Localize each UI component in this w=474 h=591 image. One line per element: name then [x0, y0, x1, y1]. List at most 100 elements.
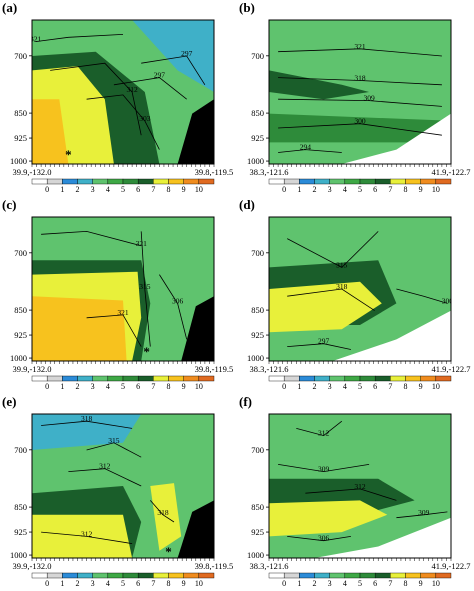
colorbar-cell — [420, 572, 437, 579]
colorbar-tick-label: 0 — [45, 579, 49, 588]
colorbar-cell — [299, 178, 315, 185]
terrain — [181, 296, 214, 361]
contour-label: 312 — [81, 529, 93, 538]
contour — [141, 55, 206, 86]
colorbar-cell — [107, 375, 124, 382]
colorbar-cell — [420, 375, 437, 382]
colorbar-cell — [390, 375, 406, 382]
plot-area: 321 318 309 300 294 — [269, 20, 451, 164]
colorbar-tick-label: 0 — [282, 185, 286, 194]
contour — [35, 34, 124, 42]
colorbar-cell — [92, 178, 109, 185]
colorbar-tick-label: 6 — [373, 185, 377, 194]
colorbar-tick-label: 1 — [297, 382, 301, 391]
y-tick-label: 850 — [251, 108, 264, 118]
x-left-label: 39.9,-132.0 — [13, 364, 52, 374]
x-right-label: 41.9,-122.7 — [432, 167, 471, 177]
colorbar-cell — [107, 178, 124, 185]
contour — [278, 149, 342, 153]
contour — [278, 464, 370, 473]
panel-a: 321 312 303 297 297 * (a) 700 850 925 1000 39.9,-13… — [0, 0, 237, 197]
colorbar-cell — [374, 572, 391, 579]
colorbar-tick-label: 3 — [328, 579, 332, 588]
colorbar-tick-label: 9 — [182, 185, 186, 194]
colorbar-cell — [435, 178, 452, 185]
asterisk-marker: * — [143, 344, 150, 359]
colorbar-cell — [420, 178, 437, 185]
colorbar-tick-label: 4 — [343, 185, 347, 194]
x-right-label: 39.8,-119.5 — [195, 364, 234, 374]
colorbar-cell — [77, 572, 93, 579]
colorbar-tick-label: 6 — [136, 579, 140, 588]
colorbar-cell — [31, 178, 48, 185]
colorbar-cell — [405, 375, 421, 382]
x-left-label: 39.9,-132.0 — [13, 167, 52, 177]
contour-label: 315 — [139, 282, 151, 291]
colorbar-tick-label: 8 — [404, 185, 408, 194]
contour-label: 309 — [318, 465, 330, 474]
x-right-label: 41.9,-122.7 — [432, 561, 471, 571]
colorbar-cell — [168, 178, 184, 185]
contour — [278, 123, 442, 136]
y-tick-label: 925 — [14, 133, 27, 143]
colorbar-tick-label: 5 — [121, 579, 125, 588]
colorbar-tick-label: 5 — [121, 185, 125, 194]
plot-area: 321 315 306 321 — [32, 217, 214, 361]
contour — [113, 77, 187, 100]
colorbar-tick-label: 8 — [167, 579, 171, 588]
band-yellow — [32, 514, 133, 558]
contour-label: 294 — [300, 143, 312, 152]
colorbar-tick-label: 6 — [373, 579, 377, 588]
colorbar-cell — [268, 178, 285, 185]
y-tick-label: 925 — [251, 133, 264, 143]
contour-label: 312 — [99, 462, 111, 471]
colorbar-cell — [435, 572, 452, 579]
y-tick-label: 850 — [251, 305, 264, 315]
contour-label: 303 — [139, 114, 151, 123]
y-tick-label: 700 — [251, 51, 264, 61]
colorbar-cell — [283, 375, 300, 382]
colorbar-tick-label: 0 — [282, 579, 286, 588]
panel-label: (a) — [2, 0, 17, 15]
colorbar-tick-label: 3 — [91, 382, 95, 391]
band-mid-green — [269, 113, 451, 143]
colorbar-tick-label: 4 — [106, 579, 110, 588]
contour-label: 300 — [442, 296, 454, 305]
colorbar-tick-label: 9 — [419, 579, 423, 588]
colorbar-cell — [168, 572, 184, 579]
colorbar-cell — [46, 375, 63, 382]
colorbar-tick-label: 5 — [121, 382, 125, 391]
colorbar-cell — [92, 375, 109, 382]
colorbar-cell — [168, 375, 184, 382]
contour-label: 312 — [318, 429, 330, 438]
colorbar-tick-label: 2 — [313, 579, 317, 588]
colorbar-tick-label: 10 — [195, 185, 203, 194]
panel-c: 321 315 306 321 * (c) 700 850 925 1000 39.9,-132.0… — [0, 197, 237, 394]
contour-label: 321 — [136, 239, 148, 248]
contour — [287, 231, 379, 268]
colorbar-cell — [329, 572, 346, 579]
colorbar-tick-label: 1 — [297, 579, 301, 588]
colorbar-cell — [62, 178, 78, 185]
band-blue — [32, 414, 142, 450]
colorbar-cell — [344, 178, 361, 185]
colorbar-cell — [198, 375, 215, 382]
colorbar-tick-label: 10 — [432, 579, 440, 588]
y-tick-label: 1000 — [247, 353, 264, 363]
contour-label: 300 — [354, 117, 366, 126]
colorbar-cell — [122, 178, 139, 185]
colorbar-cell — [329, 375, 346, 382]
colorbar-cell — [359, 178, 376, 185]
colorbar-cell — [329, 178, 346, 185]
contour-label: 318 — [354, 73, 366, 82]
terrain — [341, 113, 451, 164]
contour — [396, 288, 448, 304]
colorbar-tick-label: 5 — [358, 185, 362, 194]
panel-b: 321 318 309 300 294 (b) 700 850 925 1000 38.3,-121… — [237, 0, 474, 197]
colorbar-tick-label: 3 — [328, 382, 332, 391]
colorbar-cell — [153, 375, 169, 382]
contour-label: 309 — [363, 94, 375, 103]
contour-label: 297 — [318, 337, 330, 346]
contour — [68, 468, 142, 487]
contour-label: 309 — [418, 508, 430, 517]
